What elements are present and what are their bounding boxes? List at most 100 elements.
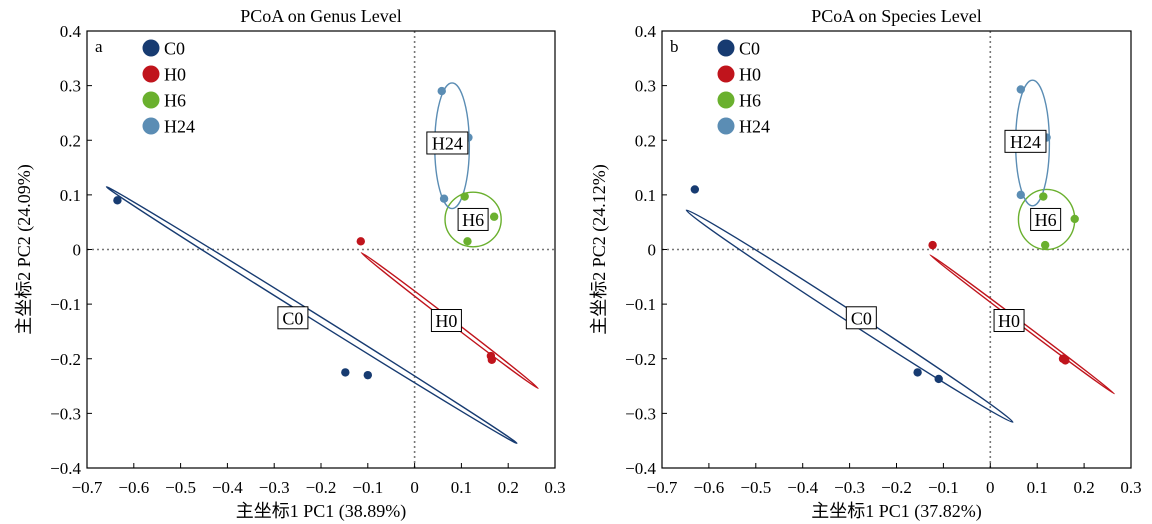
x-tick-label: 0.1: [451, 478, 472, 497]
x-tick-label: −0.5: [165, 478, 196, 497]
legend: C0 H0 H6 H24: [717, 39, 770, 137]
group-label-c0: C0: [851, 308, 872, 328]
data-point-h24: [439, 194, 449, 203]
data-point-c0: [341, 368, 350, 377]
data-point-h0: [1061, 356, 1070, 365]
data-point-c0: [690, 185, 700, 194]
y-tick-label: −0.3: [50, 404, 81, 423]
x-tick-label: 0.3: [1120, 478, 1141, 497]
group-label-box-h0: [993, 309, 1025, 333]
y-tick-label: 0.1: [635, 186, 656, 205]
legend-marker-c0: [717, 39, 735, 57]
panel-letter: b: [670, 37, 679, 56]
y-tick-label: 0.3: [635, 77, 656, 96]
panel-letter: a: [95, 37, 103, 56]
x-tick-label: −0.7: [647, 478, 678, 497]
data-point-h6: [463, 237, 472, 246]
data-point-h6: [460, 192, 469, 201]
data-point-h6: [1040, 240, 1050, 250]
legend-marker-h6: [142, 91, 160, 109]
legend-marker-h6: [717, 91, 735, 109]
data-point-h0: [356, 237, 365, 246]
data-point-h24: [1016, 85, 1025, 94]
x-tick-label: −0.4: [212, 478, 243, 497]
y-tick-label: −0.2: [50, 350, 81, 369]
x-tick-label: 0.2: [498, 478, 519, 497]
x-tick-label: −0.6: [118, 478, 149, 497]
data-point-h6: [1070, 214, 1079, 224]
group-label-box-c0: [845, 306, 877, 330]
x-tick-label: −0.7: [72, 478, 103, 497]
x-tick-label: −0.5: [740, 478, 771, 497]
legend-label-c0: C0: [164, 39, 185, 59]
group-label-c0: C0: [282, 308, 303, 328]
x-tick-label: 0.3: [544, 478, 565, 497]
group-label-box-c0: [277, 306, 309, 330]
x-tick-label: −0.3: [834, 478, 865, 497]
x-tick-label: −0.1: [928, 478, 959, 497]
group-label-h0: H0: [998, 311, 1020, 331]
x-tick-label: 0: [986, 478, 995, 497]
legend-label-h24: H24: [164, 117, 195, 137]
y-tick-label: −0.1: [625, 295, 656, 314]
chart-panel-a: PCoA on Genus Level C0 H0 H6 H24 a −0.7 −0.6 −0.…: [14, 6, 566, 522]
x-axis-label: 主坐标1 PC1 (38.89%): [236, 501, 407, 522]
y-tick-label: −0.3: [625, 404, 656, 423]
x-axis-label: 主坐标1 PC1 (37.82%): [811, 501, 982, 522]
data-point-h24: [1016, 190, 1025, 200]
x-tick-label: 0.2: [1073, 478, 1094, 497]
legend-label-h6: H6: [164, 91, 186, 111]
y-tick-label: 0: [648, 241, 657, 260]
x-tick-label: −0.1: [352, 478, 383, 497]
x-tick-label: −0.2: [881, 478, 912, 497]
legend-marker-h0: [142, 65, 160, 83]
x-tick-label: −0.3: [259, 478, 290, 497]
y-tick-label: 0.4: [60, 22, 82, 41]
chart-title: PCoA on Species Level: [811, 6, 981, 26]
data-point-h6: [489, 212, 499, 221]
data-point-c0: [363, 370, 372, 380]
x-tick-label: −0.4: [787, 478, 818, 497]
x-tick-label: −0.2: [306, 478, 337, 497]
y-tick-label: −0.4: [50, 459, 81, 478]
group-label-h6: H6: [462, 210, 484, 230]
data-point-c0: [934, 374, 943, 384]
data-point-h6: [1039, 192, 1048, 201]
group-label-box-h6: [457, 207, 489, 231]
group-label-box-h24: [426, 131, 469, 155]
x-tick-label: 0.1: [1027, 478, 1048, 497]
group-label-h0: H0: [435, 311, 457, 331]
legend-marker-h0: [717, 65, 735, 83]
group-label-box-h6: [1030, 207, 1062, 231]
legend-label-h0: H0: [164, 65, 186, 85]
group-label-box-h24: [1004, 129, 1047, 153]
group-label-h24: H24: [1010, 132, 1041, 152]
legend-label-h24: H24: [739, 117, 770, 137]
chart-title: PCoA on Genus Level: [240, 6, 402, 26]
y-axis-label: 主坐标2 PC2 (24.12%): [589, 164, 610, 335]
legend-marker-h24: [142, 117, 160, 135]
legend-label-h0: H0: [739, 65, 761, 85]
legend: C0 H0 H6 H24: [142, 39, 195, 137]
y-tick-label: 0.2: [60, 131, 81, 150]
legend-label-h6: H6: [739, 91, 761, 111]
x-tick-label: 0: [410, 478, 419, 497]
x-tick-label: −0.6: [693, 478, 724, 497]
data-point-c0: [113, 196, 122, 205]
data-point-c0: [913, 368, 922, 377]
y-tick-label: −0.1: [50, 295, 81, 314]
confidence-ellipse-c0: [105, 186, 518, 444]
data-point-h24: [437, 86, 446, 96]
y-tick-label: 0.1: [60, 186, 81, 205]
group-label-h24: H24: [432, 133, 463, 153]
y-tick-label: 0.4: [635, 22, 657, 41]
y-tick-label: 0.3: [60, 77, 81, 96]
y-tick-label: −0.4: [625, 459, 656, 478]
data-point-h0: [487, 355, 497, 365]
legend-marker-h24: [717, 117, 735, 135]
y-axis-label: 主坐标2 PC2 (24.09%): [14, 164, 35, 335]
y-tick-label: 0.2: [635, 131, 656, 150]
group-label-h6: H6: [1035, 210, 1057, 230]
